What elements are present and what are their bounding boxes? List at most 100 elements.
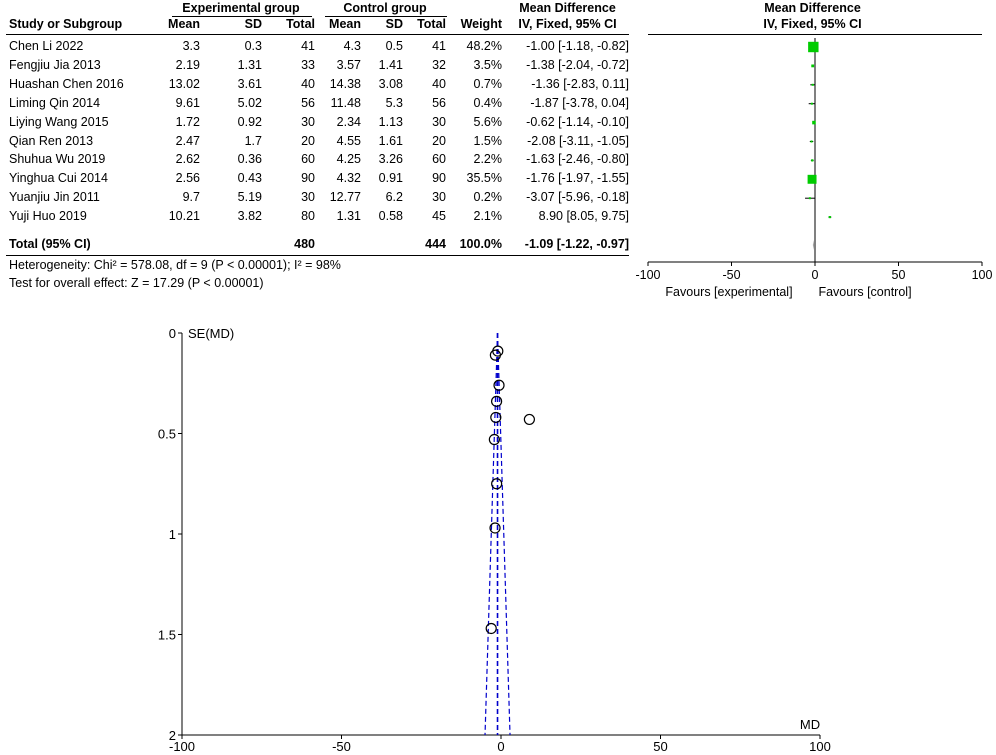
- study-weight: 0.7%: [473, 76, 503, 91]
- exp-mean: 2.47: [175, 133, 200, 148]
- exp-sd: 3.82: [237, 209, 262, 224]
- exp-mean: 10.21: [168, 209, 200, 224]
- study-name: Chen Li 2022: [9, 39, 84, 53]
- study-ci: -1.87 [-3.78, 0.04]: [530, 95, 629, 110]
- exp-mean: 13.02: [168, 76, 200, 91]
- exp-total: 60: [301, 152, 315, 167]
- funnel-x-axis-label: MD: [800, 717, 820, 732]
- ctrl-total: 56: [432, 95, 446, 110]
- favours-control-label: Favours [control]: [818, 285, 912, 299]
- ctrl-mean: 4.55: [336, 133, 361, 148]
- exp-total: 40: [301, 76, 315, 91]
- funnel-study-point: [489, 349, 501, 361]
- table-header-rule: [6, 34, 629, 35]
- ctrl-total: 30: [432, 114, 446, 129]
- exp-total: 56: [301, 95, 315, 110]
- forest-square: [811, 159, 814, 162]
- ctrl-sd: 1.41: [378, 57, 403, 72]
- exp-sd: 0.36: [237, 152, 262, 167]
- mean-difference-plot-header: Mean Difference: [764, 1, 861, 15]
- funnel-study-point: [523, 413, 535, 426]
- ctrl-sd: 0.58: [378, 209, 403, 224]
- ctrl-mean: 4.32: [336, 171, 361, 186]
- exp-mean: 9.7: [182, 190, 200, 205]
- plot-header-rule: [648, 34, 982, 35]
- study-column-header: Study or Subgroup: [9, 17, 123, 31]
- exp-sd: 3.61: [237, 76, 262, 91]
- funnel-y-tick-label: 2: [169, 728, 176, 743]
- forest-x-tick-label: 100: [972, 268, 993, 282]
- exp-mean: 2.19: [175, 57, 200, 72]
- forest-x-tick-label: 50: [892, 268, 906, 282]
- control-group-header: Control group: [343, 1, 427, 15]
- experimental-underline: [172, 16, 312, 17]
- exp-sd: 0.43: [237, 171, 262, 186]
- study-name: Qian Ren 2013: [9, 133, 94, 148]
- study-ci: -1.36 [-2.83, 0.11]: [531, 76, 629, 91]
- exp-total: 20: [301, 133, 315, 148]
- forest-square: [807, 174, 817, 184]
- exp-mean: 3.3: [182, 39, 200, 53]
- exp-sd: 5.19: [237, 190, 262, 205]
- ctrl-mean: 14.38: [329, 76, 361, 91]
- study-weight: 48.2%: [466, 39, 502, 53]
- ctrl-sd: 3.26: [378, 152, 403, 167]
- study-ci: -0.62 [-1.14, -0.10]: [526, 114, 629, 129]
- ctrl-mean: 11.48: [330, 95, 361, 110]
- total-label: Total (95% CI): [9, 237, 91, 251]
- study-ci: -1.38 [-2.04, -0.72]: [526, 57, 629, 72]
- ctrl-total: 32: [432, 57, 446, 72]
- exp-total: 30: [301, 114, 315, 129]
- ctrl-sd: 5.3: [385, 95, 403, 110]
- funnel-study-point: [491, 478, 503, 490]
- funnel-y-tick-label: 1: [169, 527, 176, 542]
- ctrl-sd: 3.08: [378, 76, 403, 91]
- funnel-x-tick-label: 0: [497, 739, 504, 754]
- ctrl-mean: 3.57: [336, 57, 361, 72]
- study-name: Shuhua Wu 2019: [9, 152, 106, 167]
- forest-square: [810, 140, 813, 143]
- forest-square: [810, 102, 813, 105]
- study-name: Yinghua Cui 2014: [9, 171, 108, 186]
- forest-x-tick-label: -50: [722, 268, 740, 282]
- funnel-right-limit: [496, 332, 511, 736]
- study-weight: 0.2%: [473, 190, 503, 205]
- exp-mean-header: Mean: [168, 17, 200, 31]
- study-weight: 2.2%: [473, 152, 503, 167]
- ctrl-mean: 2.34: [336, 114, 361, 129]
- funnel-study-point: [490, 395, 503, 407]
- ctrl-total: 90: [432, 171, 446, 186]
- ctrl-total: 60: [432, 152, 446, 167]
- ctrl-sd: 6.2: [385, 190, 403, 205]
- md-plot-method-header: IV, Fixed, 95% CI: [763, 17, 862, 31]
- study-name: Huashan Chen 2016: [9, 76, 124, 91]
- funnel-x-tick-label: 100: [809, 739, 831, 754]
- study-weight: 5.6%: [473, 114, 503, 129]
- ctrl-sd-header: SD: [385, 17, 403, 31]
- heterogeneity-text: Heterogeneity: Chi² = 578.08, df = 9 (P …: [9, 258, 341, 272]
- ctrl-total: 40: [432, 76, 446, 91]
- study-weight: 0.4%: [473, 95, 503, 110]
- weight-header: Weight: [460, 17, 502, 31]
- table-bottom-rule: [6, 255, 629, 256]
- funnel-x-tick-label: -50: [332, 739, 351, 754]
- ctrl-mean-header: Mean: [329, 17, 361, 31]
- study-ci: -2.08 [-3.11, -1.05]: [527, 133, 629, 148]
- forest-x-tick-label: 0: [812, 268, 819, 282]
- study-name: Liying Wang 2015: [9, 114, 109, 129]
- forest-square: [812, 120, 816, 125]
- forest-square: [808, 197, 811, 200]
- exp-mean: 1.72: [175, 114, 200, 129]
- study-name: Fengjiu Jia 2013: [9, 57, 101, 72]
- study-ci: 8.90 [8.05, 9.75]: [538, 209, 629, 224]
- total-weight: 100.0%: [459, 237, 502, 251]
- funnel-y-tick-label: 0.5: [158, 427, 176, 442]
- ctrl-sd: 0.5: [385, 39, 403, 53]
- ctrl-mean: 4.25: [336, 152, 361, 167]
- md-method-header: IV, Fixed, 95% CI: [518, 17, 617, 31]
- funnel-y-tick-label: 0: [169, 326, 176, 341]
- forest-square: [811, 64, 815, 68]
- ctrl-sd: 0.91: [378, 171, 403, 186]
- study-ci: -1.63 [-2.46, -0.80]: [526, 152, 629, 167]
- ctrl-total: 41: [432, 39, 446, 53]
